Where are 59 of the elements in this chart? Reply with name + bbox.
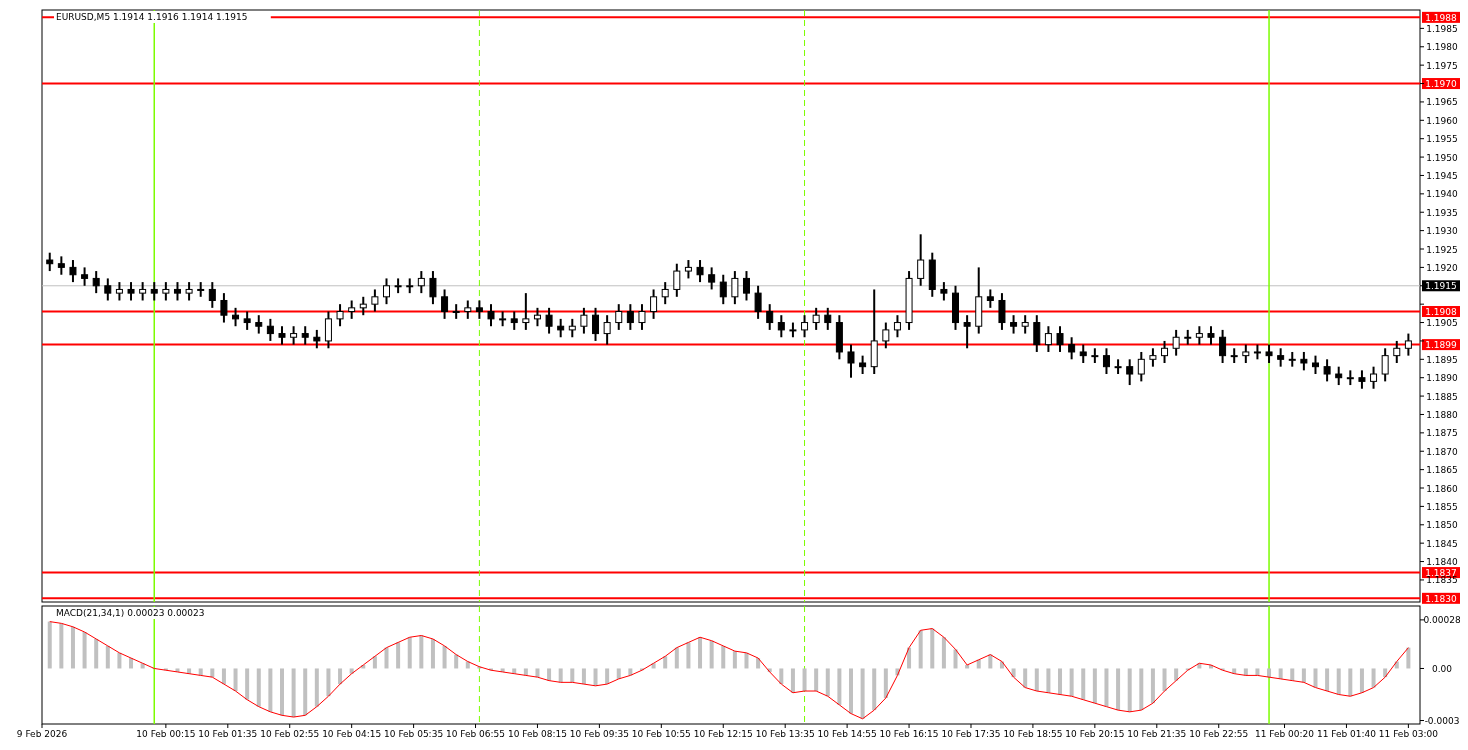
x-tick-label: 10 Feb 00:15: [136, 729, 196, 739]
x-tick-label: 10 Feb 13:35: [755, 729, 815, 739]
x-tick-label: 10 Feb 12:15: [693, 729, 753, 739]
x-tick-label: 10 Feb 22:55: [1189, 729, 1249, 739]
y-tick-label: 1.1960: [1426, 115, 1459, 126]
y-tick-label: 1.1885: [1426, 391, 1458, 402]
x-tick-label: 10 Feb 14:55: [817, 729, 877, 739]
chart-title: MACD(21,34,1) 0.00023 0.00023: [56, 608, 205, 618]
x-tick-label: 11 Feb 03:00: [1378, 729, 1439, 739]
y-tick-label: 1.1945: [1426, 170, 1458, 181]
x-tick-label: 10 Feb 20:15: [1065, 729, 1125, 739]
y-tick-label: 1.1985: [1426, 23, 1458, 34]
x-tick-label: 10 Feb 21:35: [1127, 729, 1187, 739]
ref-line-label: 1.1899: [1425, 340, 1458, 351]
y-tick-label: 1.1940: [1426, 189, 1459, 200]
x-tick-label: 10 Feb 06:55: [446, 729, 506, 739]
y-tick-label: 1.1975: [1426, 60, 1458, 71]
y-tick-label: 1.1920: [1426, 262, 1459, 273]
y-tick-label: 0.00: [1431, 663, 1453, 674]
x-tick-label: 9 Feb 2026: [16, 729, 68, 739]
x-tick-label: 10 Feb 04:15: [322, 729, 382, 739]
x-tick-label: 10 Feb 05:35: [384, 729, 444, 739]
y-tick-label: 1.1925: [1426, 244, 1458, 255]
x-tick-label: 11 Feb 00:20: [1255, 729, 1315, 739]
y-tick-label: 1.1850: [1426, 520, 1459, 531]
x-tick-label: 11 Feb 01:40: [1316, 729, 1377, 739]
x-tick-label: 10 Feb 18:55: [1003, 729, 1063, 739]
ref-line-label: 1.1908: [1425, 307, 1458, 318]
y-tick-label: 1.1935: [1426, 207, 1458, 218]
y-tick-label: 0.00028: [1423, 615, 1461, 626]
x-tick-label: 10 Feb 08:15: [507, 729, 567, 739]
y-tick-label: 1.1890: [1426, 373, 1459, 384]
ref-line-label: 1.1915: [1425, 281, 1457, 292]
ref-line-label: 1.1970: [1425, 79, 1458, 90]
ref-line-label: 1.1830: [1425, 593, 1458, 604]
y-tick-label: 1.1965: [1426, 97, 1458, 108]
y-tick-label: 1.1895: [1426, 354, 1458, 365]
y-tick-label: 1.1980: [1426, 42, 1459, 53]
y-tick-label: 1.1930: [1426, 226, 1459, 237]
y-tick-label: 1.1855: [1426, 501, 1458, 512]
y-tick-label: 1.1860: [1426, 483, 1459, 494]
x-tick-label: 10 Feb 10:55: [631, 729, 691, 739]
x-tick-label: 10 Feb 02:55: [260, 729, 320, 739]
y-tick-label: 1.1880: [1426, 409, 1459, 420]
ref-line-label: 1.1988: [1425, 12, 1458, 23]
x-tick-label: 10 Feb 17:35: [941, 729, 1001, 739]
y-tick-label: 1.1955: [1426, 134, 1458, 145]
y-tick-label: 1.1905: [1426, 318, 1458, 329]
x-tick-label: 10 Feb 01:35: [198, 729, 258, 739]
y-tick-label: 1.1875: [1426, 428, 1458, 439]
y-tick-label: -0.0003: [1424, 716, 1460, 727]
x-tick-label: 10 Feb 09:35: [569, 729, 629, 739]
x-tick-label: 10 Feb 16:15: [879, 729, 939, 739]
chart-title: EURUSD,M5 1.1914 1.1916 1.1914 1.1915: [56, 12, 248, 22]
y-tick-label: 1.1845: [1426, 538, 1458, 549]
y-tick-label: 1.1870: [1426, 446, 1459, 457]
y-tick-label: 1.1865: [1426, 465, 1458, 476]
y-tick-label: 1.1950: [1426, 152, 1459, 163]
y-tick-label: 1.1840: [1426, 557, 1459, 568]
